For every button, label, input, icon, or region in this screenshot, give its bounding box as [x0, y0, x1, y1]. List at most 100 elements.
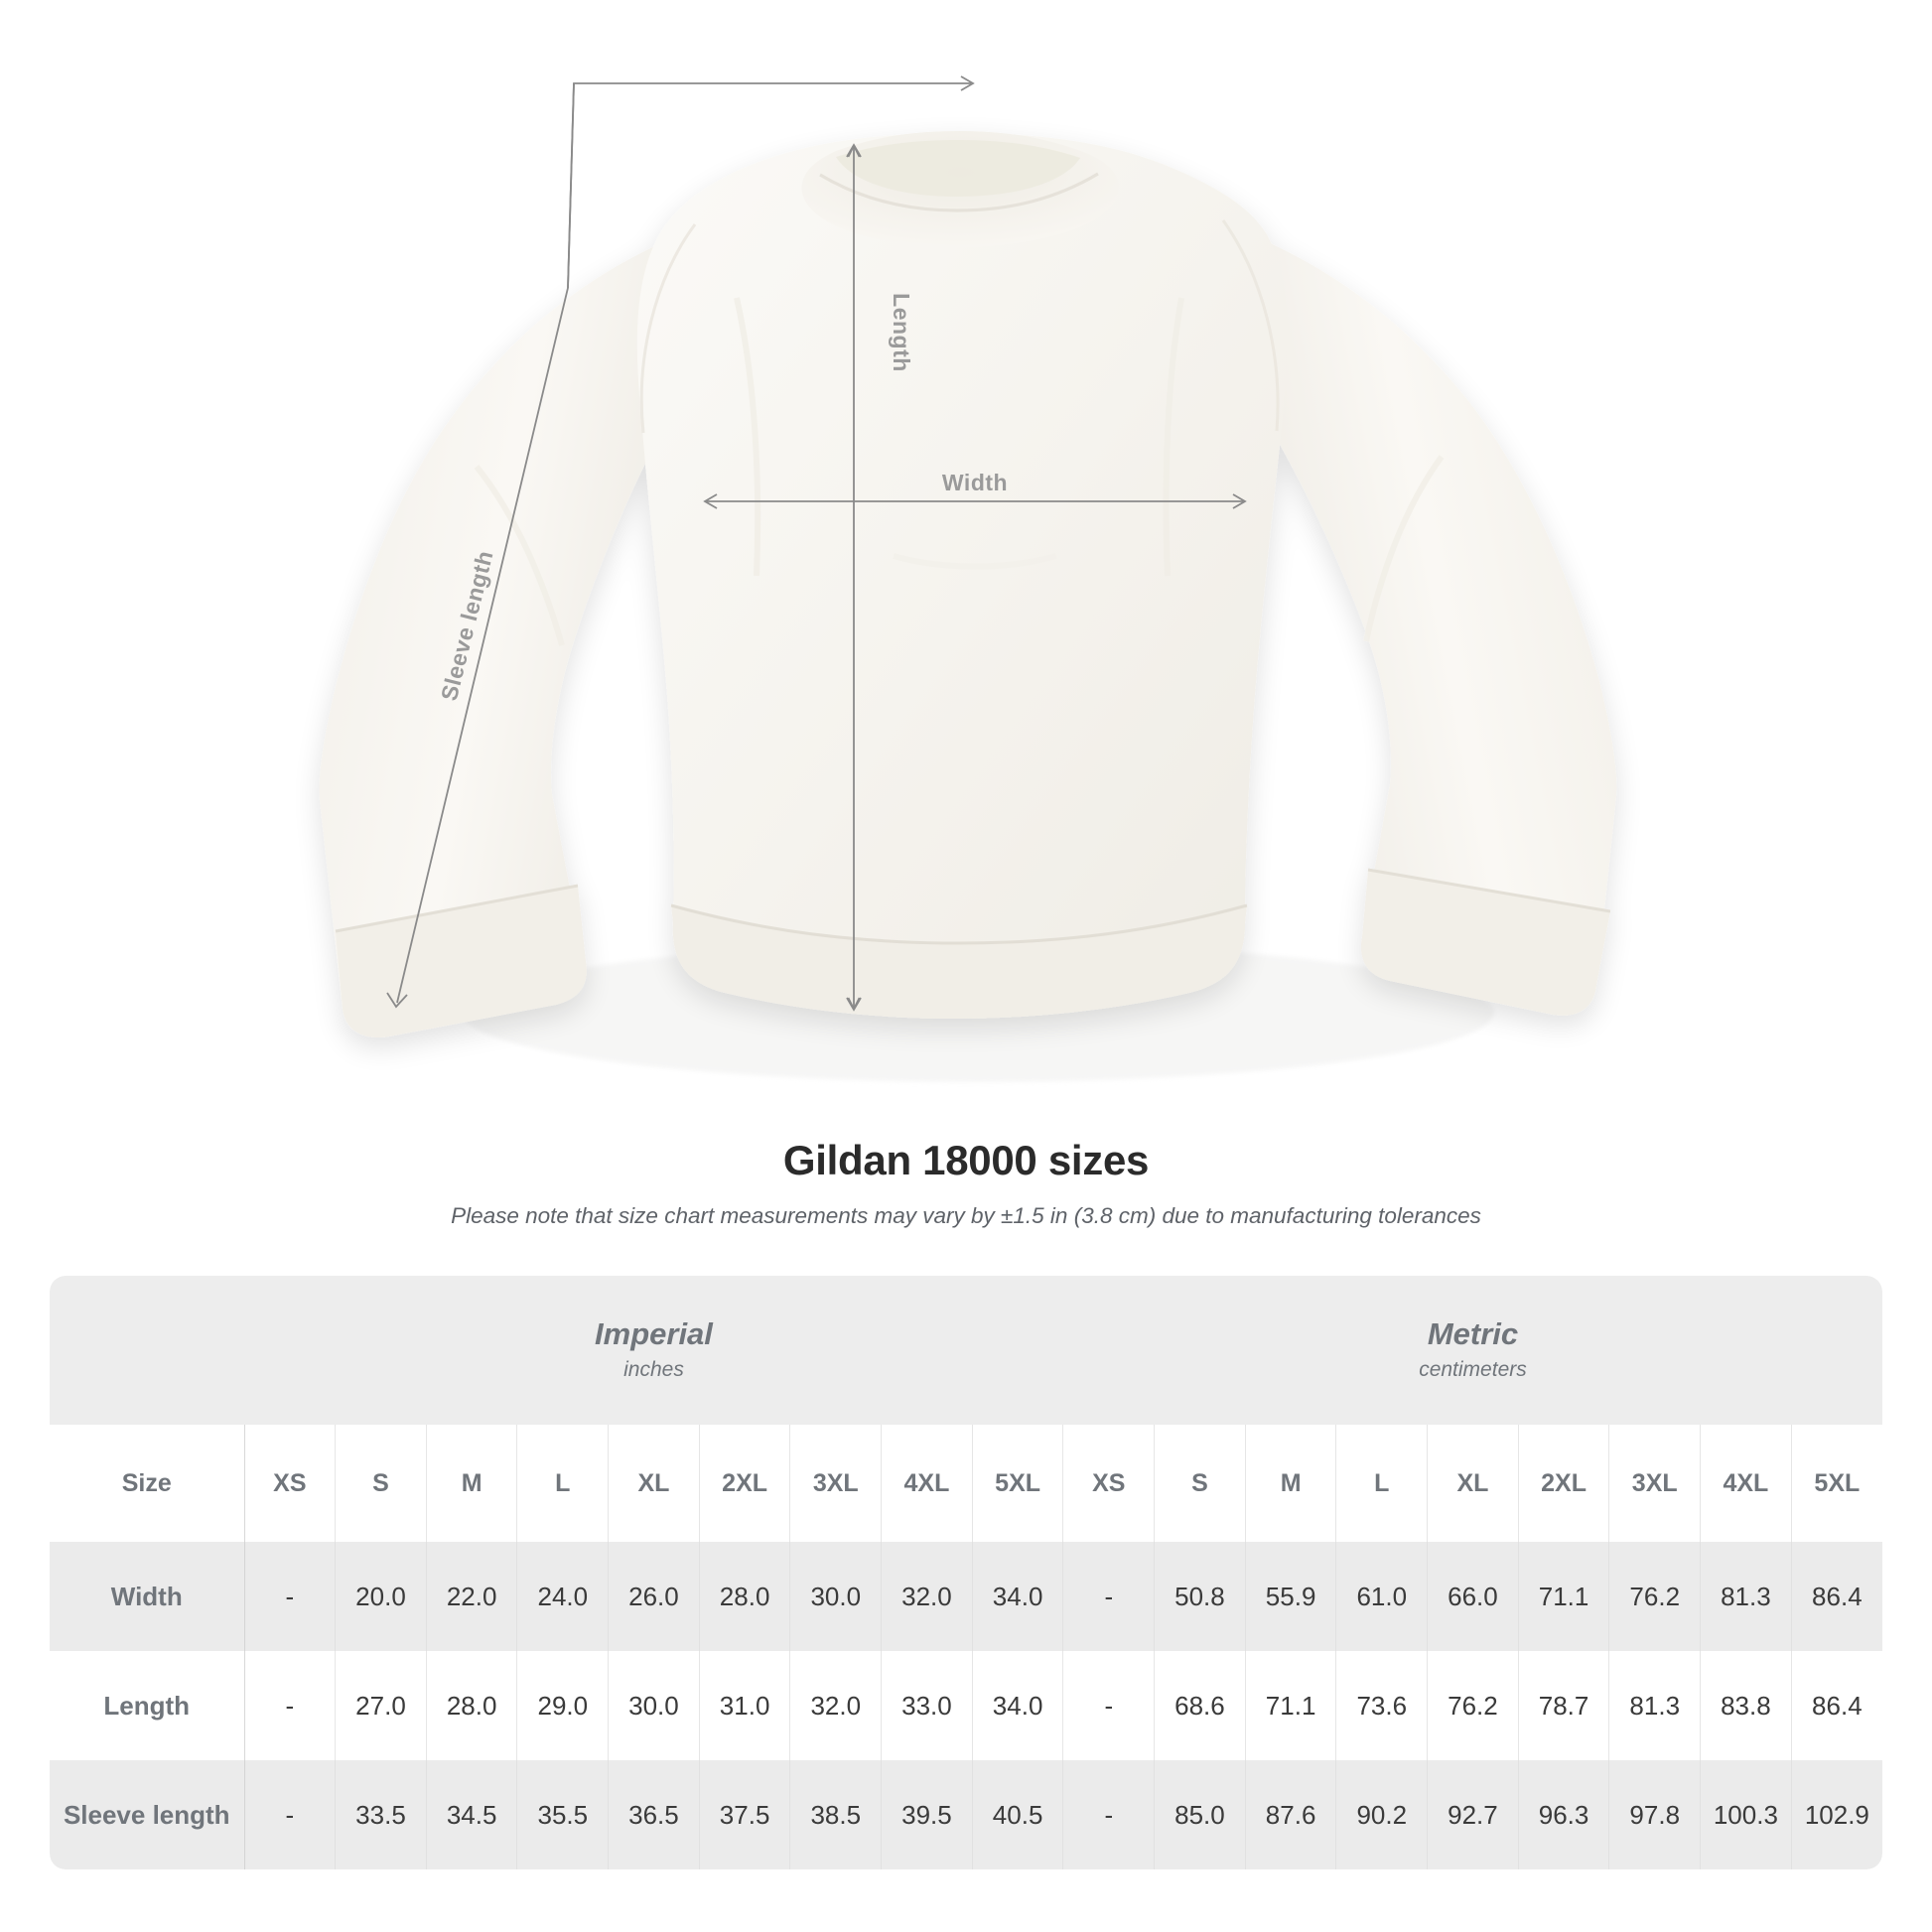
size-header-imperial-l: L	[516, 1425, 610, 1542]
size-header-imperial-m: M	[426, 1425, 518, 1542]
cell-sleeve-length-imperial-l: 35.5	[516, 1760, 610, 1869]
measurement-annotations: Length Width Sleeve length	[386, 75, 1247, 1012]
cell-width-metric-s: 50.8	[1154, 1542, 1246, 1651]
cell-length-imperial-m: 28.0	[426, 1651, 518, 1760]
size-header-imperial-s: S	[335, 1425, 427, 1542]
cell-length-metric-m: 71.1	[1245, 1651, 1337, 1760]
table-row: Width -20.0 22.0 24.0 26.0 28.0 30.0 32.0 34.0-5…	[50, 1542, 1882, 1651]
cell-width-imperial-xl: 26.0	[608, 1542, 700, 1651]
row-header-sleeve-length: Sleeve length	[50, 1760, 245, 1869]
size-header-imperial-4xl: 4XL	[881, 1425, 973, 1542]
cell-length-imperial-4xl: 33.0	[881, 1651, 973, 1760]
size-header-metric-2xl: 2XL	[1518, 1425, 1610, 1542]
size-header-row: Size XS S M L XL 2XL 3XL 4XL 5XL XS S M L XL 2XL 3XL 4XL 5…	[50, 1425, 1882, 1542]
cell-sleeve-length-metric-xl: 92.7	[1427, 1760, 1519, 1869]
cell-width-imperial-4xl: 32.0	[881, 1542, 973, 1651]
size-chart-table-wrapper: Imperial inches Metric centimeters Size XS S M L…	[50, 1276, 1882, 1869]
cell-length-metric-xs: -	[1062, 1651, 1156, 1760]
garment-body-group	[319, 131, 1617, 1037]
cell-sleeve-length-metric-xs: -	[1062, 1760, 1156, 1869]
cell-sleeve-length-imperial-5xl: 40.5	[972, 1760, 1064, 1869]
column-header-size: Size	[50, 1425, 245, 1542]
cell-width-imperial-3xl: 30.0	[789, 1542, 883, 1651]
sweatshirt-illustration	[319, 131, 1617, 1082]
cell-sleeve-length-metric-s: 85.0	[1154, 1760, 1246, 1869]
cell-width-imperial-m: 22.0	[426, 1542, 518, 1651]
length-measure-line	[846, 143, 862, 1012]
size-header-metric-3xl: 3XL	[1608, 1425, 1702, 1542]
cell-length-metric-xl: 76.2	[1427, 1651, 1519, 1760]
cell-width-imperial-s: 20.0	[335, 1542, 427, 1651]
unit-banner-spacer	[50, 1276, 244, 1425]
length-label: Length	[889, 293, 914, 372]
cell-sleeve-length-imperial-m: 34.5	[426, 1760, 518, 1869]
cell-length-imperial-xs: -	[244, 1651, 337, 1760]
cell-sleeve-length-imperial-2xl: 37.5	[699, 1760, 791, 1869]
width-measure-line	[703, 493, 1247, 509]
cell-sleeve-length-metric-m: 87.6	[1245, 1760, 1337, 1869]
unit-group-name: Metric	[1427, 1315, 1519, 1351]
cell-width-imperial-xs: -	[244, 1542, 337, 1651]
cell-length-imperial-xl: 30.0	[608, 1651, 700, 1760]
cell-width-metric-xs: -	[1062, 1542, 1156, 1651]
size-header-imperial-2xl: 2XL	[699, 1425, 791, 1542]
title-block: Gildan 18000 sizes Please note that size…	[0, 1137, 1932, 1229]
unit-group-imperial: Imperial inches	[244, 1276, 1063, 1425]
size-header-metric-5xl: 5XL	[1791, 1425, 1882, 1542]
unit-group-metric: Metric centimeters	[1062, 1276, 1882, 1425]
cell-width-metric-5xl: 86.4	[1791, 1542, 1882, 1651]
cell-width-metric-l: 61.0	[1335, 1542, 1429, 1651]
cell-length-metric-2xl: 78.7	[1518, 1651, 1610, 1760]
cell-length-imperial-3xl: 32.0	[789, 1651, 883, 1760]
cell-length-imperial-5xl: 34.0	[972, 1651, 1064, 1760]
cell-length-metric-3xl: 81.3	[1608, 1651, 1702, 1760]
row-header-length: Length	[50, 1651, 245, 1760]
cell-width-metric-4xl: 81.3	[1700, 1542, 1792, 1651]
sleeve-length-measure-line	[386, 75, 975, 1009]
table-row: Length -27.0 28.0 29.0 30.0 31.0 32.0 33.0 34.0-…	[50, 1651, 1882, 1760]
cell-sleeve-length-metric-4xl: 100.3	[1700, 1760, 1792, 1869]
product-figure: Length Width Sleeve length	[319, 75, 1617, 1082]
cell-width-imperial-2xl: 28.0	[699, 1542, 791, 1651]
cell-width-metric-m: 55.9	[1245, 1542, 1337, 1651]
cell-length-imperial-s: 27.0	[335, 1651, 427, 1760]
size-header-imperial-3xl: 3XL	[789, 1425, 883, 1542]
cell-sleeve-length-imperial-4xl: 39.5	[881, 1760, 973, 1869]
cell-width-metric-xl: 66.0	[1427, 1542, 1519, 1651]
cell-length-metric-4xl: 83.8	[1700, 1651, 1792, 1760]
cell-length-imperial-2xl: 31.0	[699, 1651, 791, 1760]
size-header-metric-s: S	[1154, 1425, 1246, 1542]
cell-width-metric-3xl: 76.2	[1608, 1542, 1702, 1651]
width-label: Width	[942, 470, 1008, 495]
size-header-metric-m: M	[1245, 1425, 1337, 1542]
cell-sleeve-length-imperial-xs: -	[244, 1760, 337, 1869]
cell-length-imperial-l: 29.0	[516, 1651, 610, 1760]
cell-sleeve-length-metric-2xl: 96.3	[1518, 1760, 1610, 1869]
cell-sleeve-length-metric-3xl: 97.8	[1608, 1760, 1702, 1869]
cell-length-metric-5xl: 86.4	[1791, 1651, 1882, 1760]
size-header-metric-l: L	[1335, 1425, 1429, 1542]
unit-group-name: Imperial	[595, 1315, 713, 1351]
size-header-metric-xl: XL	[1427, 1425, 1519, 1542]
cell-sleeve-length-imperial-s: 33.5	[335, 1760, 427, 1869]
row-header-width: Width	[50, 1542, 245, 1651]
cell-width-imperial-5xl: 34.0	[972, 1542, 1064, 1651]
size-chart-table: Imperial inches Metric centimeters Size XS S M L…	[50, 1276, 1882, 1869]
unit-group-subtitle: centimeters	[1419, 1357, 1527, 1381]
cell-sleeve-length-metric-l: 90.2	[1335, 1760, 1429, 1869]
cell-sleeve-length-imperial-xl: 36.5	[608, 1760, 700, 1869]
table-row: Sleeve length -33.5 34.5 35.5 36.5 37.5 38.5 39…	[50, 1760, 1882, 1869]
size-header-metric-4xl: 4XL	[1700, 1425, 1792, 1542]
tolerance-note: Please note that size chart measurements…	[451, 1203, 1481, 1229]
cell-width-metric-2xl: 71.1	[1518, 1542, 1610, 1651]
page-title: Gildan 18000 sizes	[782, 1137, 1150, 1183]
size-header-imperial-xs: XS	[244, 1425, 337, 1542]
cell-length-metric-l: 73.6	[1335, 1651, 1429, 1760]
size-header-imperial-xl: XL	[608, 1425, 700, 1542]
size-header-metric-xs: XS	[1062, 1425, 1156, 1542]
cell-sleeve-length-metric-5xl: 102.9	[1791, 1760, 1882, 1869]
size-header-imperial-5xl: 5XL	[972, 1425, 1064, 1542]
cell-width-imperial-l: 24.0	[516, 1542, 610, 1651]
unit-banner-row: Imperial inches Metric centimeters	[50, 1276, 1882, 1425]
unit-group-subtitle: inches	[623, 1357, 684, 1381]
